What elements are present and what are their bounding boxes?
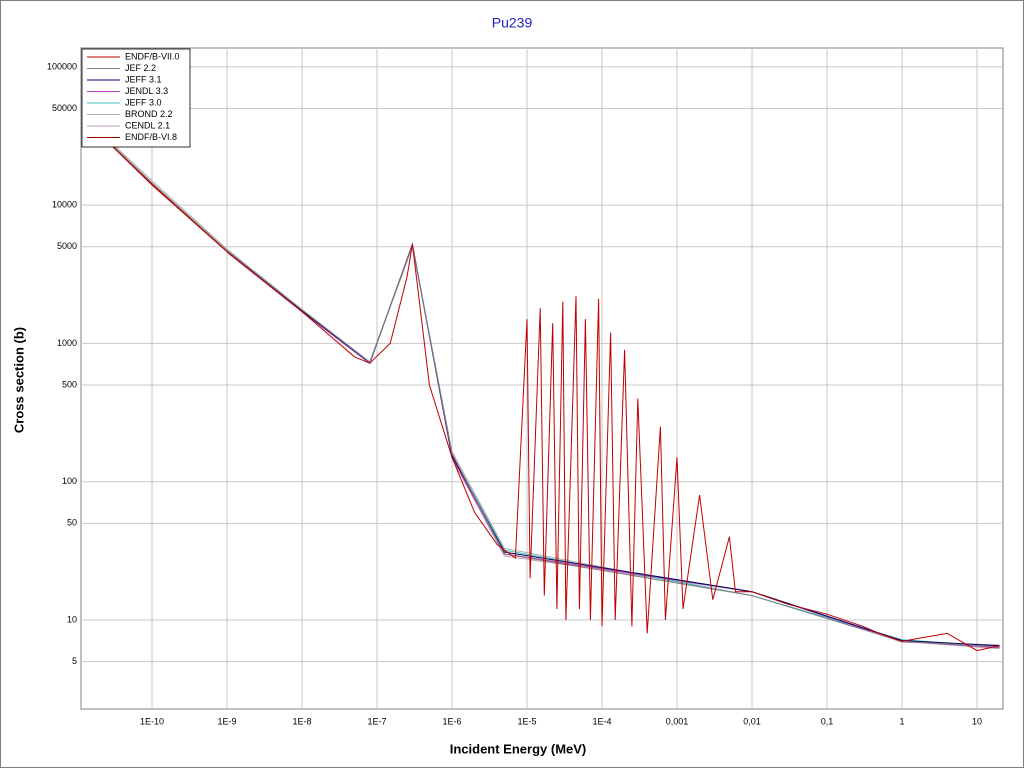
x-tick-label: 1E-9: [218, 716, 237, 726]
series-line: [226, 243, 1000, 647]
legend-label: BROND 2.2: [125, 109, 173, 119]
y-tick-label: 10: [67, 614, 77, 624]
y-tick-label: 5: [72, 656, 77, 666]
y-tick-label: 100: [62, 476, 77, 486]
legend-label: ENDF/B-VII.0: [125, 51, 180, 61]
legend-label: ENDF/B-VI.8: [125, 132, 177, 142]
x-tick-label: 1: [900, 716, 905, 726]
legend-label: JEF 2.2: [125, 63, 156, 73]
y-axis-label: Cross section (b): [11, 327, 26, 433]
y-tick-label: 10000: [52, 200, 77, 210]
x-tick-label: 10: [972, 716, 982, 726]
y-tick-label: 500: [62, 379, 77, 389]
x-tick-label: 1E-6: [443, 716, 462, 726]
y-tick-label: 100000: [47, 61, 77, 71]
legend-box: [81, 48, 191, 148]
x-tick-label: 1E-7: [368, 716, 387, 726]
legend-label: JEFF 3.0: [125, 97, 162, 107]
legend-label: JENDL 3.3: [125, 86, 168, 96]
x-tick-label: 0,001: [666, 716, 689, 726]
chart-title: Pu239: [492, 15, 533, 31]
x-axis-label: Incident Energy (MeV): [450, 741, 587, 756]
y-tick-label: 5000: [57, 241, 77, 251]
x-tick-label: 1E-10: [140, 716, 164, 726]
x-tick-label: 1E-4: [593, 716, 612, 726]
series-line: [106, 140, 1000, 652]
x-tick-label: 0,1: [821, 716, 834, 726]
x-tick-label: 1E-5: [518, 716, 537, 726]
legend-label: CENDL 2.1: [125, 120, 170, 130]
y-tick-label: 50: [67, 518, 77, 528]
y-tick-label: 1000: [57, 338, 77, 348]
y-tick-label: 50000: [52, 103, 77, 113]
legend-label: JEFF 3.1: [125, 74, 162, 84]
x-tick-label: 1E-8: [293, 716, 312, 726]
plot-area: [80, 47, 1004, 710]
x-tick-label: 0,01: [743, 716, 761, 726]
